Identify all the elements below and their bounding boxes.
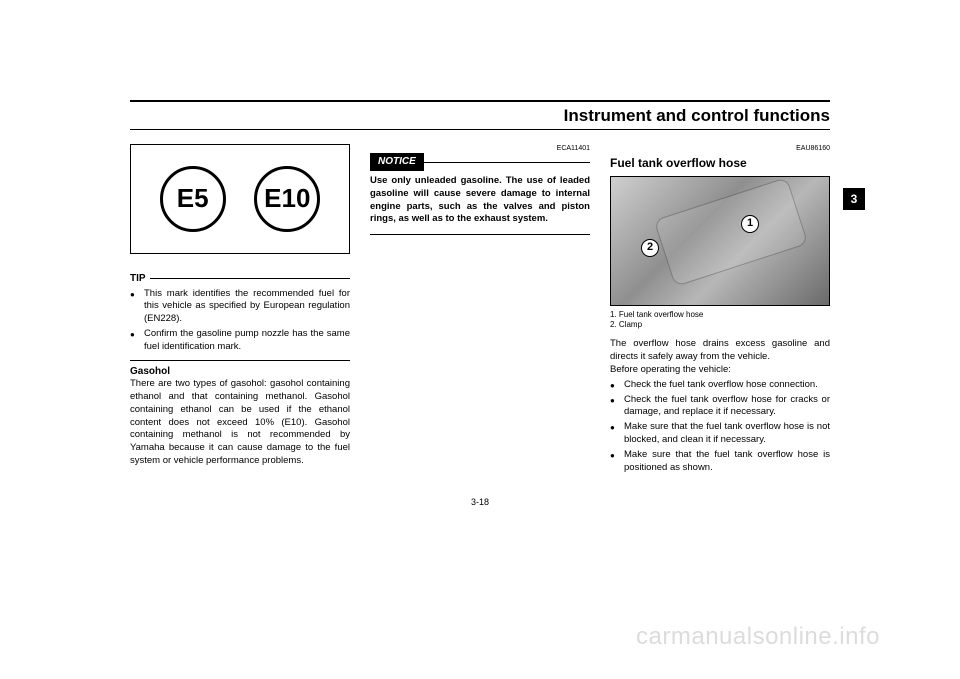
column-3: EAU86160 Fuel tank overflow hose 1 2 1. … [610, 144, 830, 477]
overflow-hose-photo: 1 2 [610, 176, 830, 306]
notice-label: NOTICE [370, 153, 424, 171]
list-item: Check the fuel tank overflow hose connec… [610, 379, 830, 392]
section-title: Fuel tank overflow hose [610, 155, 830, 171]
tip-list: This mark identifies the recommended fue… [130, 288, 350, 354]
list-item: Confirm the gasoline pump nozzle has the… [130, 328, 350, 354]
notice-body: Use only unleaded gasoline. The use of l… [370, 175, 590, 226]
callout-1-icon: 1 [741, 215, 759, 233]
callout-2-icon: 2 [641, 239, 659, 257]
divider [130, 360, 350, 361]
tip-rule-line [150, 278, 350, 279]
gasohol-heading: Gasohol [130, 365, 350, 379]
watermark-text: carmanualsonline.info [636, 623, 880, 651]
intro-text: The overflow hose drains excess gasoline… [610, 338, 830, 364]
spacer [610, 330, 830, 338]
chapter-tab: 3 [843, 188, 865, 210]
e10-mark-icon: E10 [254, 166, 320, 232]
tip-heading: TIP [130, 272, 350, 286]
list-item: Make sure that the fuel tank overflow ho… [610, 449, 830, 475]
column-2: ECA11401 NOTICE Use only unleaded gasoli… [370, 144, 590, 477]
caption-line: 2. Clamp [610, 320, 830, 330]
reference-code: EAU86160 [610, 144, 830, 153]
reference-code: ECA11401 [370, 144, 590, 153]
content-columns: E5 E10 TIP This mark identifies the reco… [130, 130, 830, 477]
notice-heading: NOTICE [370, 153, 590, 171]
gasohol-body: There are two types of gasohol: gasohol … [130, 378, 350, 468]
list-item: Make sure that the fuel tank overflow ho… [610, 421, 830, 447]
manual-page: Instrument and control functions E5 E10 … [130, 0, 830, 507]
notice-rule-line [424, 162, 590, 163]
page-number: 3-18 [130, 497, 830, 507]
top-rule [130, 100, 830, 102]
photo-detail-shape [654, 177, 809, 287]
photo-caption: 1. Fuel tank overflow hose 2. Clamp [610, 310, 830, 331]
column-1: E5 E10 TIP This mark identifies the reco… [130, 144, 350, 477]
list-item: This mark identifies the recommended fue… [130, 288, 350, 326]
before-text: Before operating the vehicle: [610, 364, 830, 377]
tip-label: TIP [130, 272, 146, 286]
caption-line: 1. Fuel tank overflow hose [610, 310, 830, 320]
list-item: Check the fuel tank overflow hose for cr… [610, 394, 830, 420]
check-list: Check the fuel tank overflow hose connec… [610, 379, 830, 475]
e5-mark-icon: E5 [160, 166, 226, 232]
page-title: Instrument and control functions [130, 106, 830, 130]
fuel-identification-box: E5 E10 [130, 144, 350, 254]
notice-end-rule [370, 234, 590, 235]
